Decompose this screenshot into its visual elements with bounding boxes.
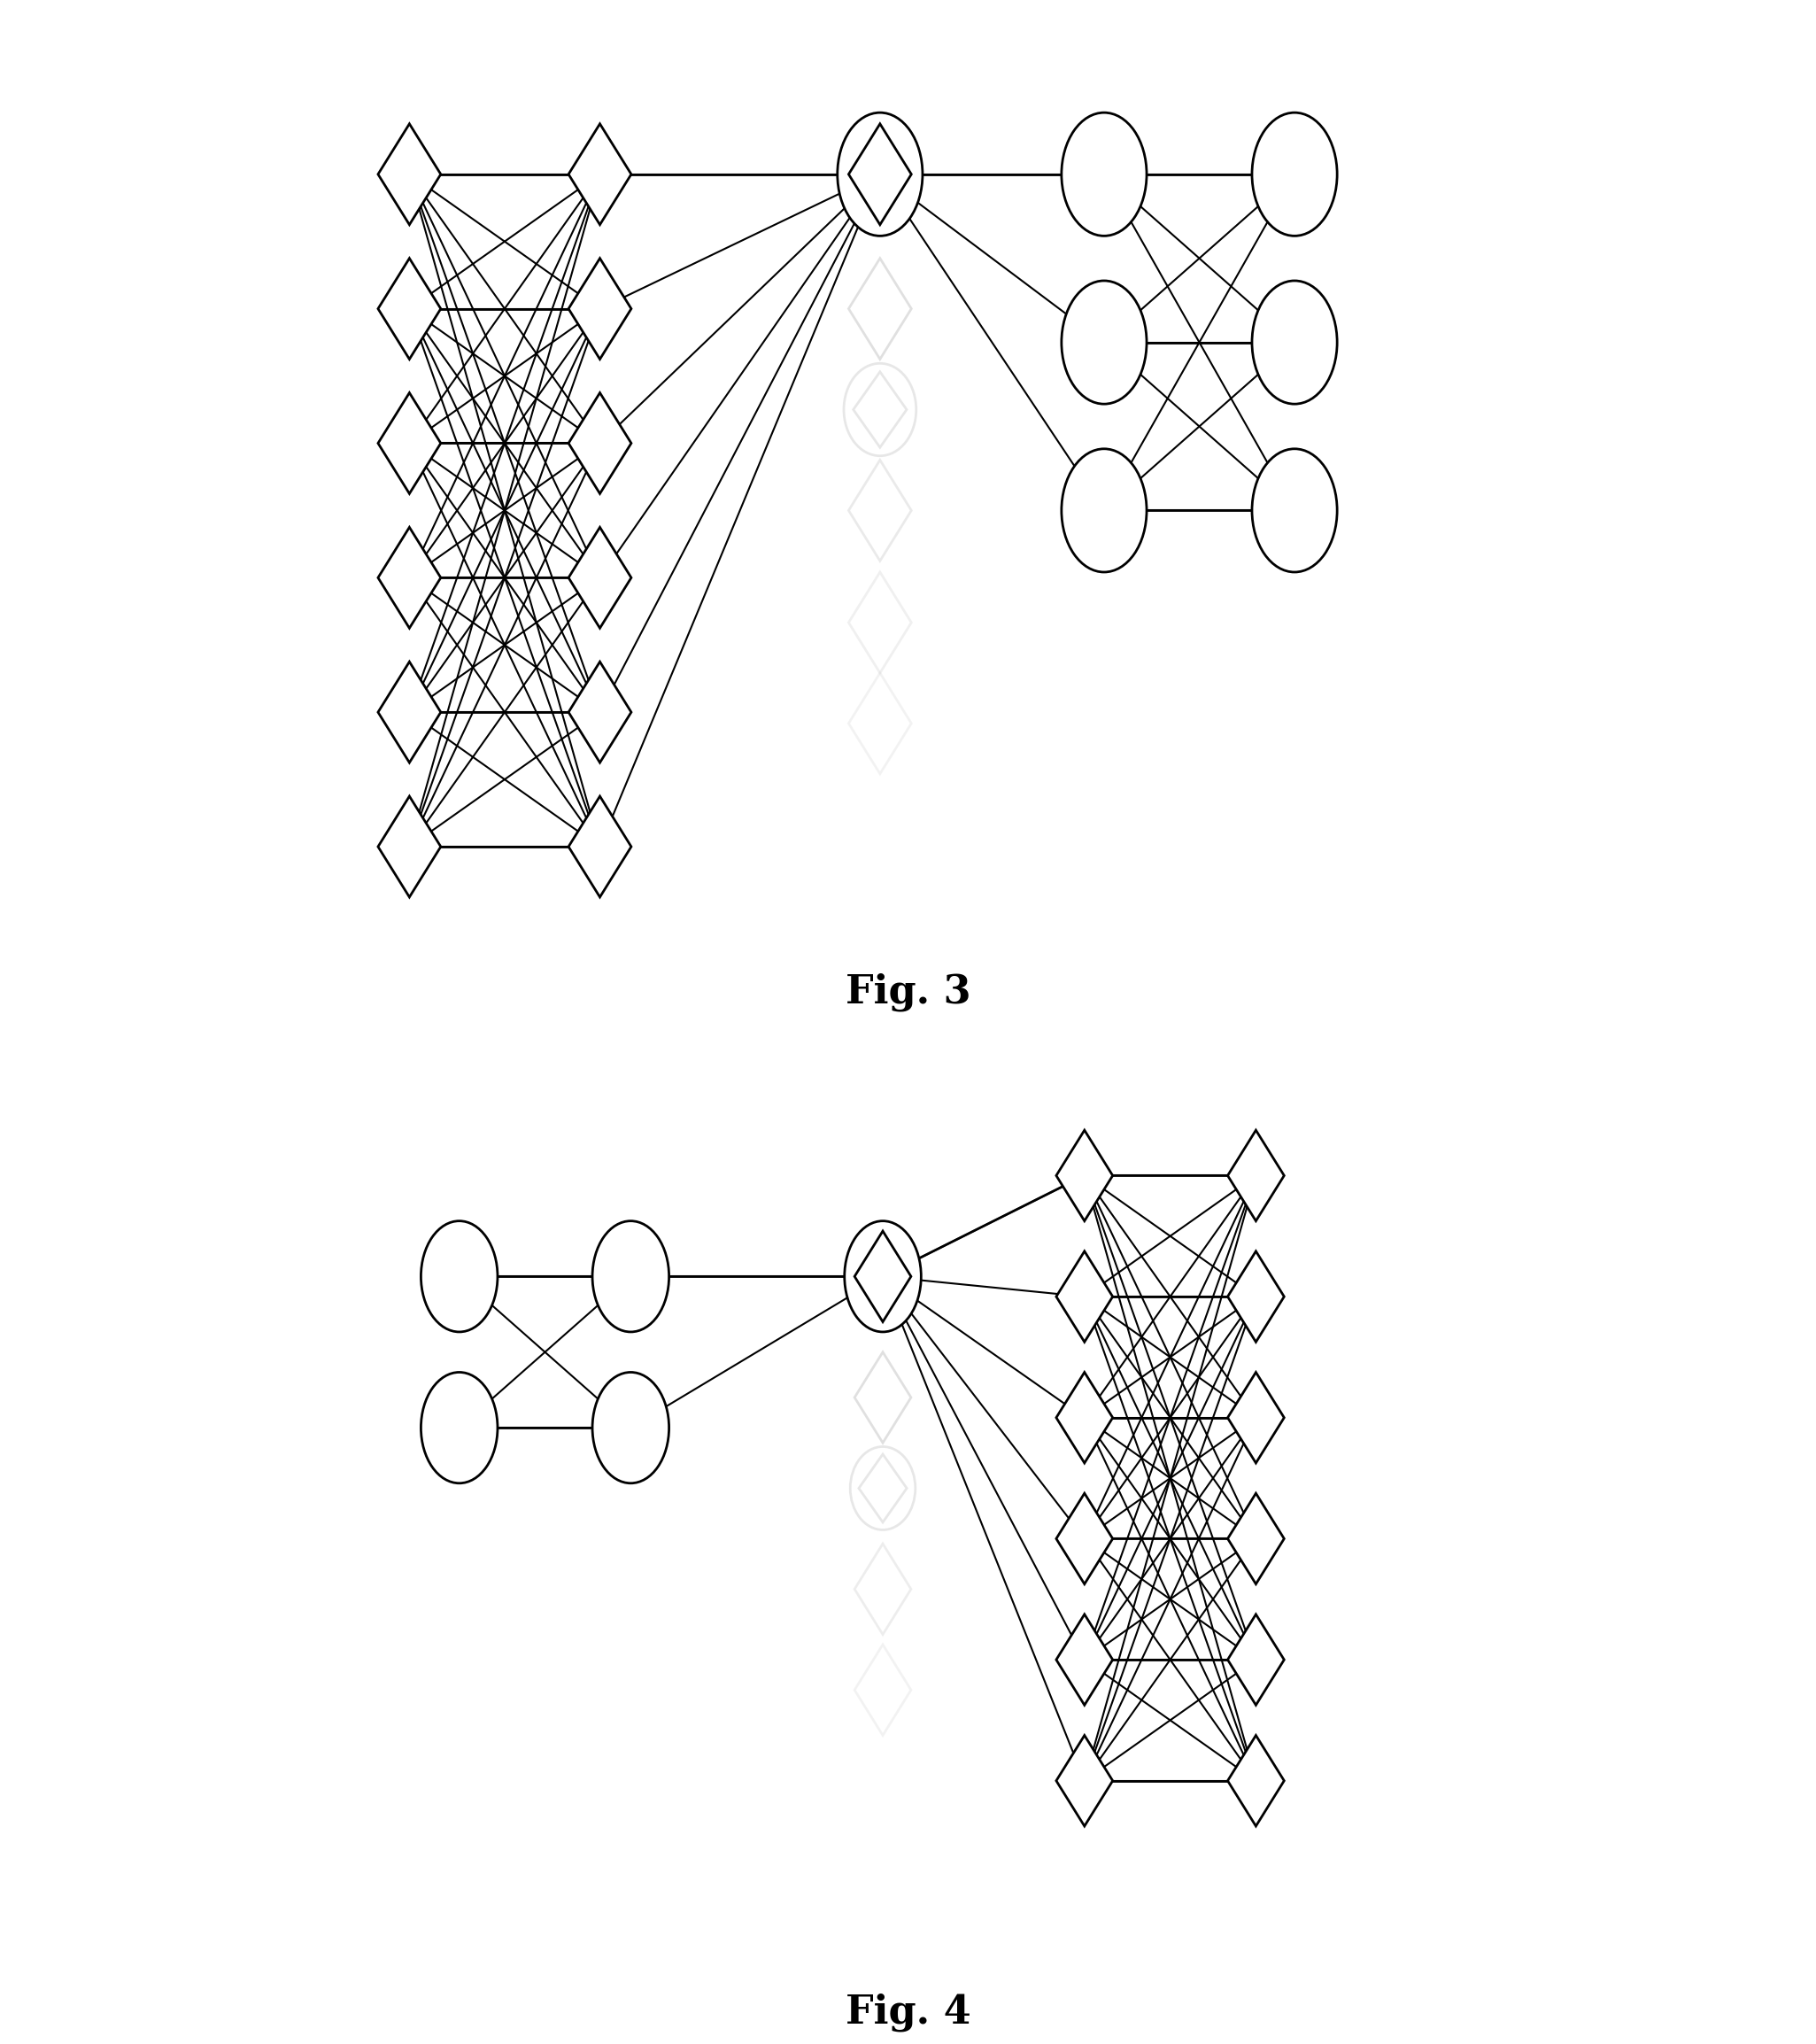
Polygon shape [1057,1735,1113,1825]
Polygon shape [848,258,912,360]
Polygon shape [1057,1251,1113,1343]
Polygon shape [1057,1615,1113,1705]
Ellipse shape [837,112,923,235]
Polygon shape [1228,1251,1284,1343]
Polygon shape [378,797,441,897]
Polygon shape [378,662,441,762]
Polygon shape [1057,1494,1113,1584]
Polygon shape [1057,1130,1113,1220]
Polygon shape [568,662,632,762]
Polygon shape [378,392,441,495]
Polygon shape [855,1230,912,1322]
Polygon shape [1228,1615,1284,1705]
Polygon shape [378,527,441,628]
Polygon shape [855,1645,912,1735]
Polygon shape [1228,1494,1284,1584]
Ellipse shape [592,1372,668,1484]
Polygon shape [854,372,906,448]
Polygon shape [378,125,441,225]
Polygon shape [1228,1735,1284,1825]
Polygon shape [855,1351,912,1443]
Polygon shape [1228,1130,1284,1220]
Ellipse shape [1062,450,1146,572]
Ellipse shape [592,1220,668,1333]
Polygon shape [1228,1372,1284,1464]
Polygon shape [568,527,632,628]
Ellipse shape [421,1372,498,1484]
Polygon shape [848,125,912,225]
Polygon shape [855,1543,912,1635]
Ellipse shape [1251,112,1337,235]
Ellipse shape [1251,450,1337,572]
Ellipse shape [844,1220,921,1333]
Polygon shape [848,460,912,560]
Polygon shape [568,258,632,360]
Polygon shape [859,1453,906,1523]
Polygon shape [568,392,632,495]
Polygon shape [568,125,632,225]
Polygon shape [1057,1372,1113,1464]
Ellipse shape [1251,280,1337,405]
Polygon shape [848,672,912,775]
Polygon shape [568,797,632,897]
Text: Fig. 4: Fig. 4 [844,1993,972,2032]
Polygon shape [848,572,912,672]
Ellipse shape [1062,280,1146,405]
Ellipse shape [850,1447,915,1529]
Ellipse shape [1062,112,1146,235]
Polygon shape [378,258,441,360]
Text: Fig. 3: Fig. 3 [844,973,972,1012]
Ellipse shape [421,1220,498,1333]
Ellipse shape [844,364,917,456]
